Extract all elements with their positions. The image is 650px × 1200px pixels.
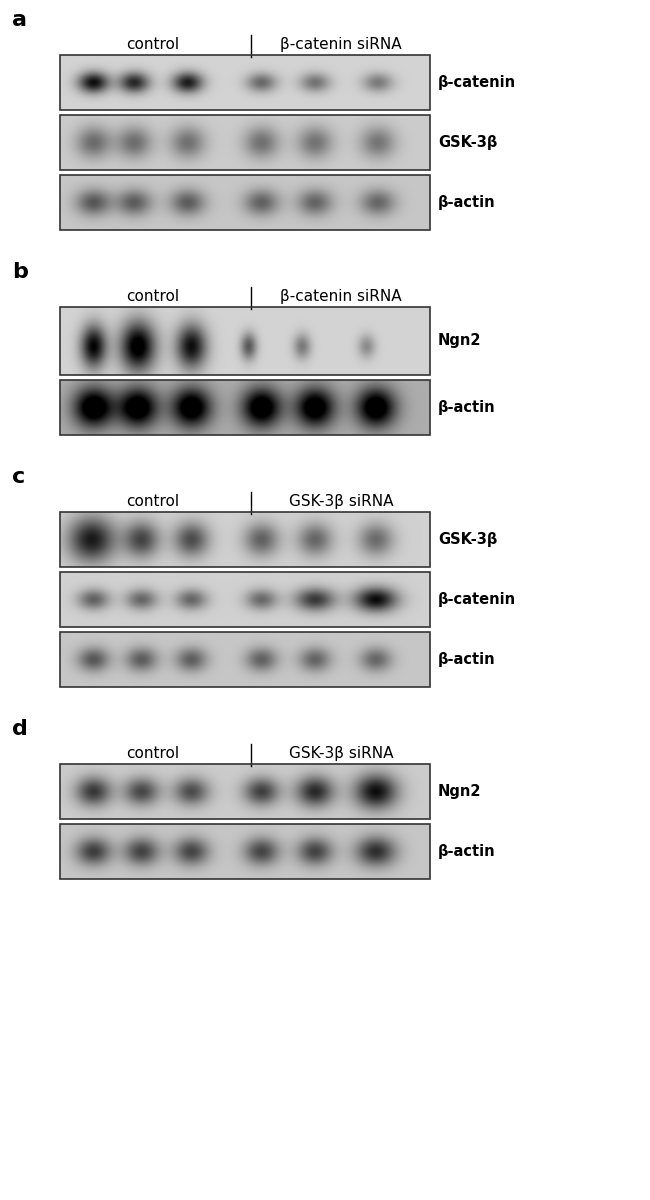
Text: β-catenin: β-catenin bbox=[438, 592, 516, 607]
Text: GSK-3β: GSK-3β bbox=[438, 532, 497, 547]
Text: GSK-3β siRNA: GSK-3β siRNA bbox=[289, 493, 393, 509]
Text: c: c bbox=[12, 467, 25, 487]
Text: β-actin: β-actin bbox=[438, 194, 495, 210]
Bar bbox=[60, 764, 430, 818]
Text: β-catenin siRNA: β-catenin siRNA bbox=[280, 37, 402, 52]
Text: GSK-3β: GSK-3β bbox=[438, 134, 497, 150]
Text: β-actin: β-actin bbox=[438, 400, 495, 415]
Text: control: control bbox=[126, 493, 179, 509]
Text: control: control bbox=[126, 37, 179, 52]
Bar bbox=[60, 307, 430, 374]
Bar bbox=[60, 512, 430, 566]
Bar bbox=[60, 632, 430, 686]
Text: β-actin: β-actin bbox=[438, 652, 495, 667]
Text: control: control bbox=[126, 289, 179, 304]
Text: β-catenin: β-catenin bbox=[438, 74, 516, 90]
Bar bbox=[60, 572, 430, 626]
Bar bbox=[60, 824, 430, 878]
Text: GSK-3β siRNA: GSK-3β siRNA bbox=[289, 745, 393, 761]
Bar bbox=[60, 380, 430, 434]
Bar bbox=[60, 55, 430, 110]
Bar bbox=[60, 175, 430, 230]
Text: d: d bbox=[12, 719, 28, 739]
Bar bbox=[60, 115, 430, 170]
Text: Ngn2: Ngn2 bbox=[438, 784, 482, 799]
Text: β-catenin siRNA: β-catenin siRNA bbox=[280, 289, 402, 304]
Text: Ngn2: Ngn2 bbox=[438, 334, 482, 348]
Text: β-actin: β-actin bbox=[438, 844, 495, 859]
Text: a: a bbox=[12, 10, 27, 30]
Text: b: b bbox=[12, 262, 28, 282]
Text: control: control bbox=[126, 745, 179, 761]
